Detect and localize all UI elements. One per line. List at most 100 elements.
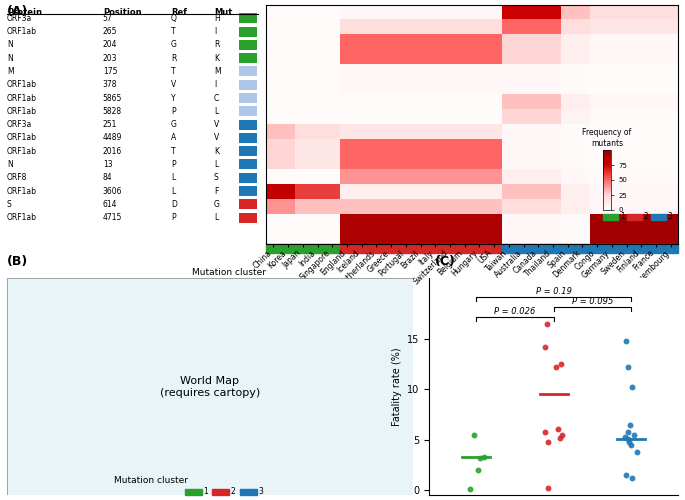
Text: I: I: [214, 27, 216, 36]
Text: T: T: [171, 67, 175, 76]
Text: ORF1ab: ORF1ab: [7, 213, 37, 222]
Text: M: M: [7, 67, 14, 76]
Text: (A): (A): [7, 5, 28, 18]
FancyBboxPatch shape: [239, 120, 257, 130]
FancyBboxPatch shape: [239, 80, 257, 90]
Point: [619, 432, 630, 440]
Point: [621, 471, 632, 479]
Text: ORF1ab: ORF1ab: [7, 186, 37, 196]
Bar: [369, 244, 384, 254]
Text: P = 0.19: P = 0.19: [536, 286, 572, 296]
Text: F: F: [214, 186, 219, 196]
Point: [627, 383, 638, 391]
Point: [625, 440, 636, 448]
Text: ORF1ab: ORF1ab: [7, 146, 37, 156]
FancyBboxPatch shape: [239, 160, 257, 170]
Title: Frequency of
mutants: Frequency of mutants: [582, 128, 632, 148]
Text: 3: 3: [258, 488, 263, 496]
Text: M: M: [214, 67, 221, 76]
Text: 84: 84: [103, 174, 112, 182]
Text: Mut: Mut: [214, 8, 232, 16]
Bar: [266, 244, 281, 254]
Point: [620, 337, 631, 345]
Y-axis label: Fatality rate (%): Fatality rate (%): [392, 348, 401, 426]
Bar: [295, 244, 310, 254]
FancyBboxPatch shape: [239, 93, 257, 103]
Text: 4715: 4715: [103, 213, 122, 222]
Text: 251: 251: [103, 120, 117, 129]
Text: G: G: [171, 40, 177, 50]
Text: ORF3a: ORF3a: [7, 120, 32, 129]
Text: T: T: [171, 27, 175, 36]
Point: [632, 448, 643, 456]
Bar: [472, 244, 487, 254]
Text: L: L: [214, 107, 219, 116]
Text: C: C: [214, 94, 219, 102]
Text: (B): (B): [7, 255, 28, 268]
FancyBboxPatch shape: [239, 212, 257, 222]
Bar: [664, 244, 678, 254]
Point: [550, 363, 561, 371]
Text: H: H: [214, 14, 220, 23]
Text: 203: 203: [103, 54, 117, 62]
Bar: [487, 244, 501, 254]
Text: 378: 378: [103, 80, 117, 90]
Text: (C): (C): [435, 255, 456, 268]
Text: T: T: [171, 146, 175, 156]
Point: [626, 474, 637, 482]
Text: D: D: [171, 200, 177, 209]
Text: Mutation cluster: Mutation cluster: [192, 268, 266, 277]
Text: 4489: 4489: [103, 134, 122, 142]
Text: L: L: [171, 174, 175, 182]
Text: L: L: [171, 186, 175, 196]
Point: [552, 424, 563, 432]
Point: [479, 452, 490, 460]
Bar: [281, 244, 295, 254]
Point: [539, 428, 550, 436]
Bar: [458, 244, 472, 254]
Text: 204: 204: [103, 40, 117, 50]
Point: [475, 454, 486, 462]
Text: 265: 265: [103, 27, 117, 36]
Bar: [399, 244, 413, 254]
Text: P = 0.026: P = 0.026: [494, 306, 536, 316]
Text: 13: 13: [103, 160, 112, 169]
FancyBboxPatch shape: [239, 200, 257, 209]
Bar: [340, 244, 354, 254]
FancyBboxPatch shape: [239, 106, 257, 117]
Text: V: V: [171, 80, 176, 90]
Text: 57: 57: [103, 14, 112, 23]
Text: ORF1ab: ORF1ab: [7, 134, 37, 142]
Bar: [384, 244, 399, 254]
Point: [623, 438, 634, 446]
Text: ORF1ab: ORF1ab: [7, 107, 37, 116]
Bar: [501, 244, 516, 254]
Bar: [575, 244, 590, 254]
Text: P: P: [171, 107, 175, 116]
Point: [468, 430, 479, 438]
Bar: [325, 244, 340, 254]
Text: Ref: Ref: [171, 8, 187, 16]
FancyBboxPatch shape: [239, 173, 257, 182]
Point: [540, 343, 551, 351]
Text: Mutation cluster: Mutation cluster: [114, 476, 188, 485]
Text: ORF1ab: ORF1ab: [7, 94, 37, 102]
Text: Protein: Protein: [7, 8, 42, 16]
Point: [628, 430, 639, 438]
FancyBboxPatch shape: [239, 53, 257, 63]
Point: [555, 360, 566, 368]
FancyBboxPatch shape: [239, 40, 257, 50]
Point: [625, 420, 636, 428]
Bar: [590, 244, 605, 254]
Text: ORF1ab: ORF1ab: [7, 80, 37, 90]
Point: [543, 438, 554, 446]
FancyBboxPatch shape: [239, 13, 257, 23]
Text: S: S: [7, 200, 12, 209]
Text: Q: Q: [171, 14, 177, 23]
Bar: [516, 244, 531, 254]
Text: 2: 2: [644, 212, 649, 222]
Text: 3606: 3606: [103, 186, 123, 196]
Text: P: P: [171, 160, 175, 169]
Text: S: S: [214, 174, 219, 182]
Text: R: R: [171, 54, 177, 62]
